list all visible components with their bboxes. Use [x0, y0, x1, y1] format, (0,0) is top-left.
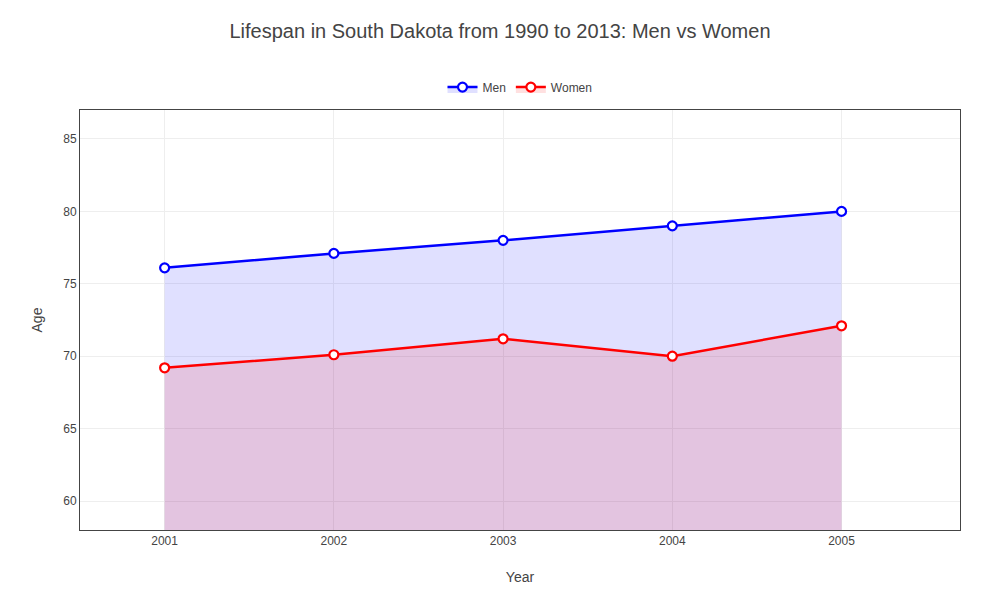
svg-text:2005: 2005 — [828, 534, 855, 548]
svg-text:60: 60 — [63, 494, 77, 508]
svg-text:75: 75 — [63, 277, 77, 291]
svg-text:2001: 2001 — [151, 534, 178, 548]
svg-text:2004: 2004 — [659, 534, 686, 548]
svg-text:Lifespan in South Dakota from: Lifespan in South Dakota from 1990 to 20… — [229, 20, 770, 42]
svg-text:Year: Year — [506, 569, 535, 585]
svg-text:Men: Men — [483, 81, 506, 95]
svg-text:2003: 2003 — [490, 534, 517, 548]
svg-text:2002: 2002 — [320, 534, 347, 548]
svg-text:80: 80 — [63, 205, 77, 219]
svg-text:65: 65 — [63, 422, 77, 436]
svg-text:Women: Women — [551, 81, 592, 95]
svg-text:Age: Age — [29, 307, 45, 332]
svg-text:70: 70 — [63, 349, 77, 363]
svg-text:85: 85 — [63, 132, 77, 146]
